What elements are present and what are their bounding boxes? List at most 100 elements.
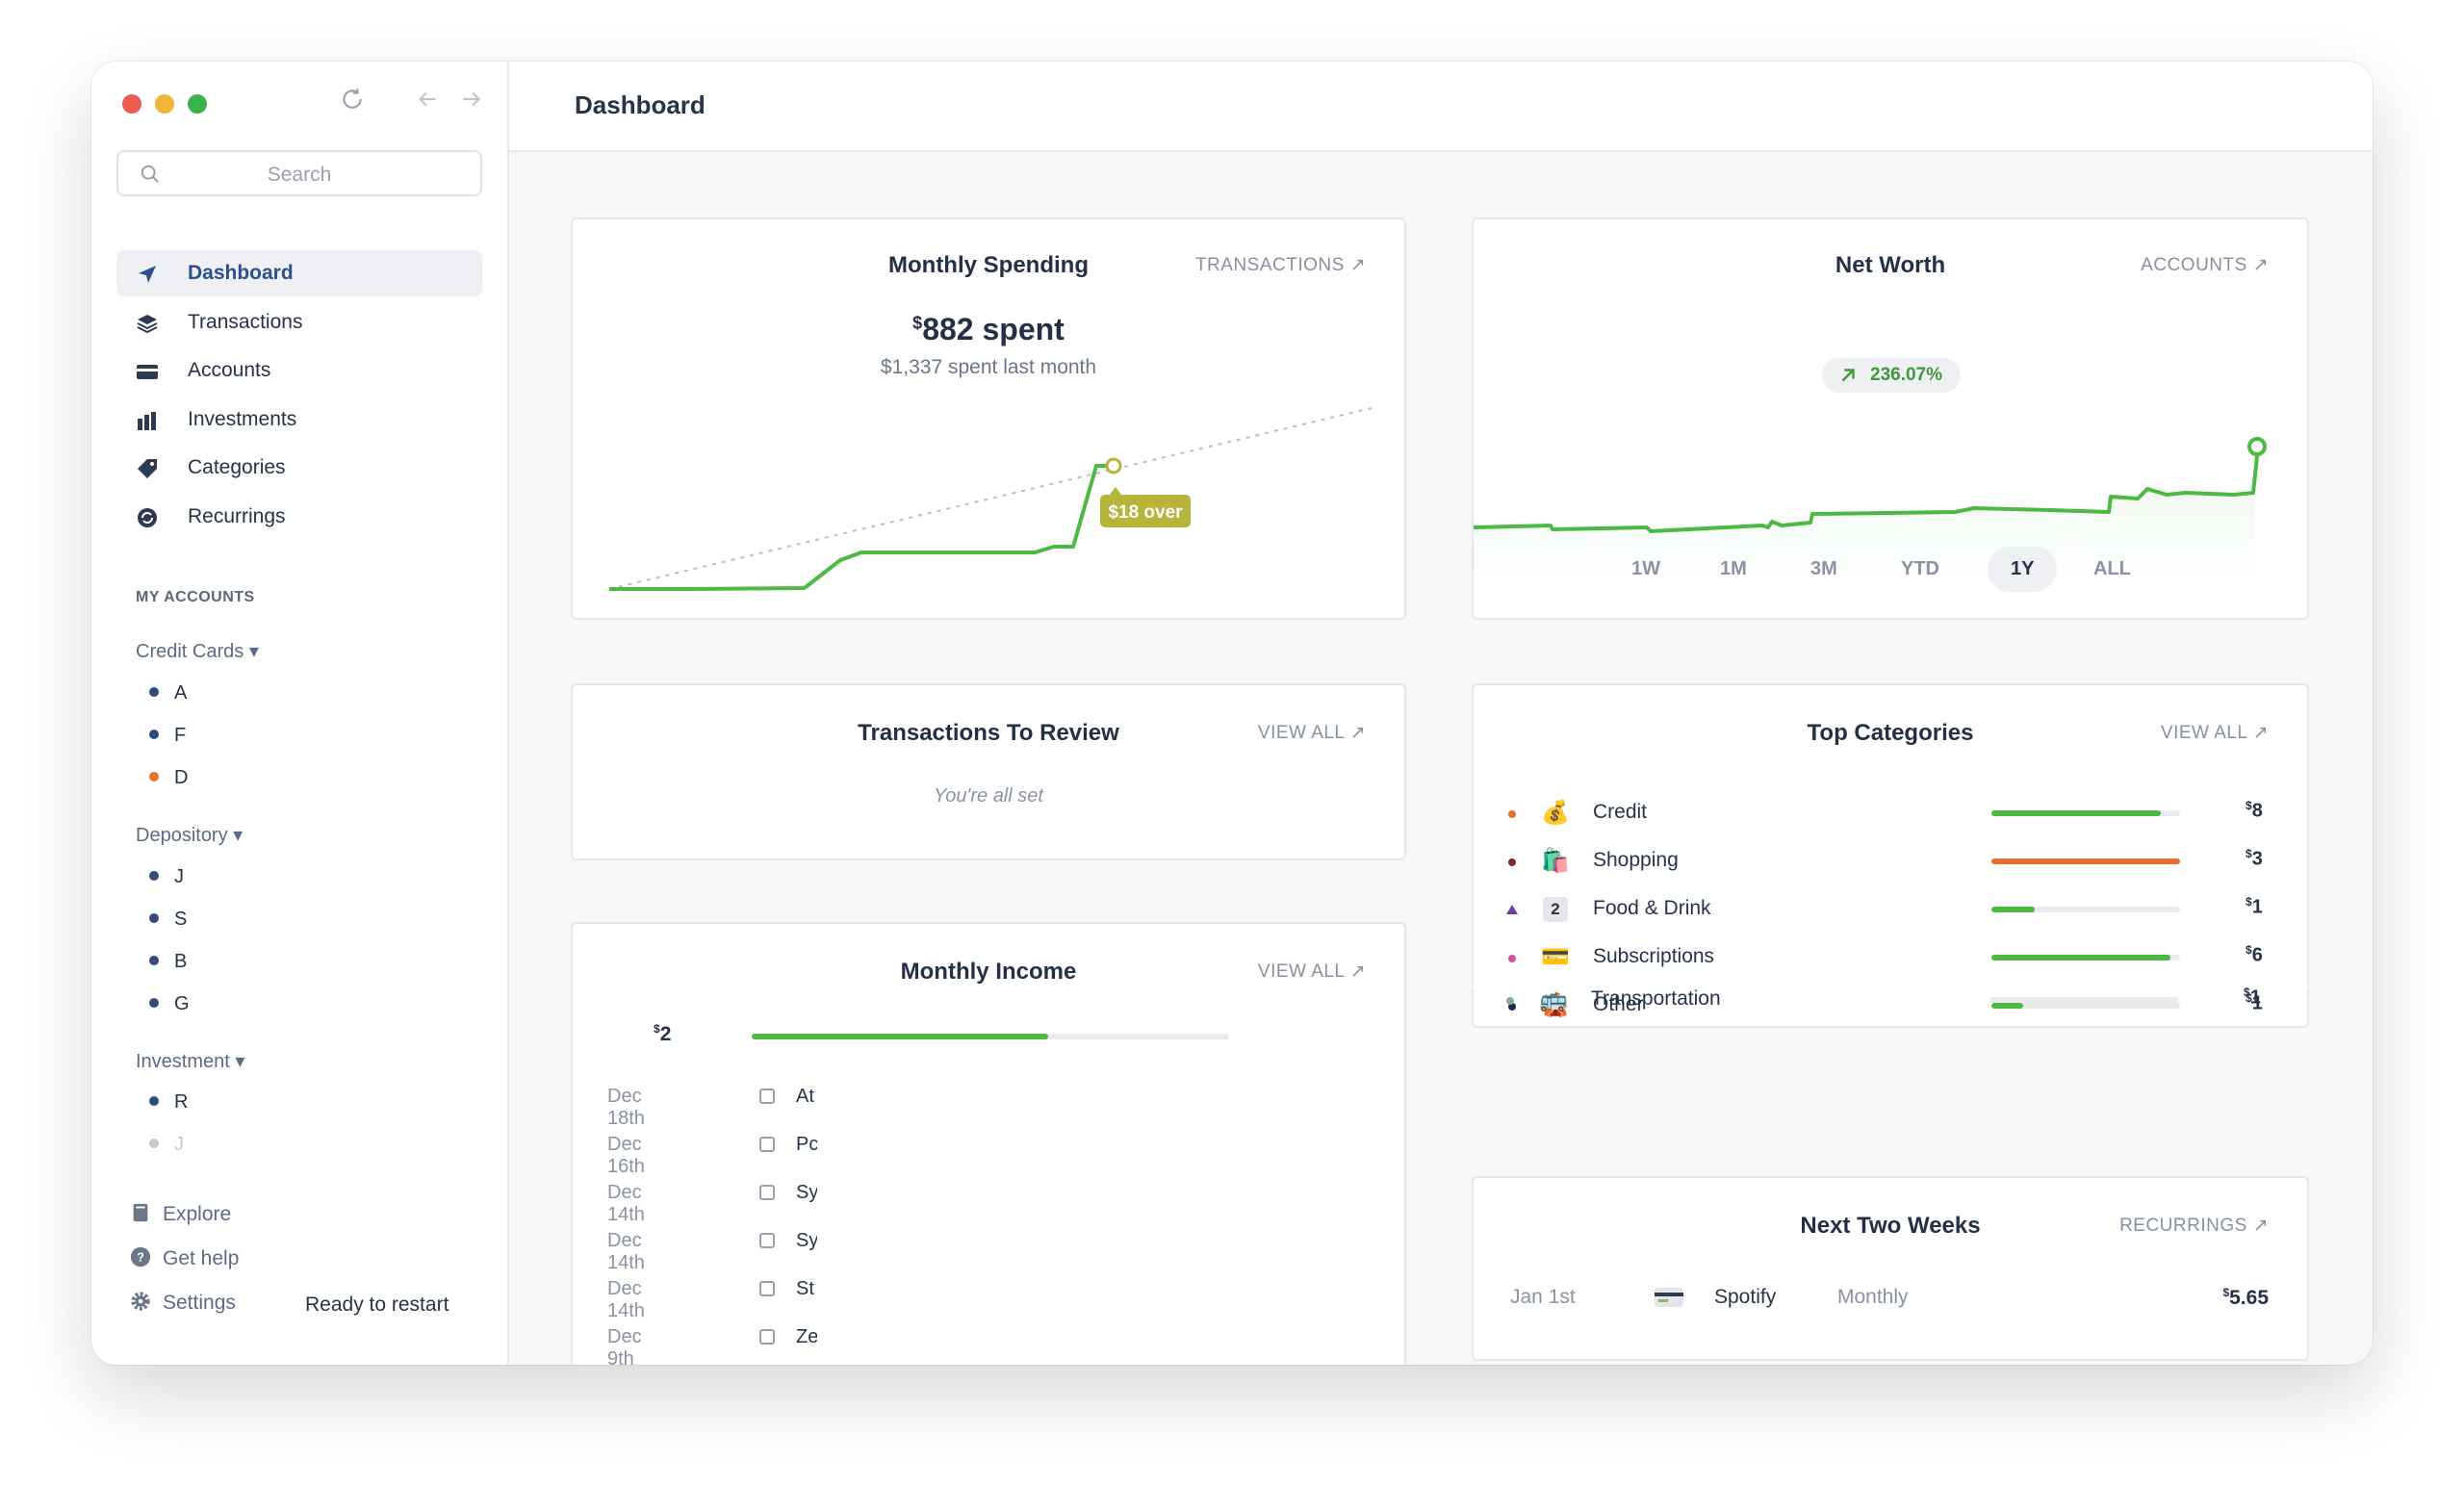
account-item[interactable]: B	[149, 951, 187, 973]
category-row-credit[interactable]: 💰 Credit $8	[1508, 797, 2269, 835]
income-name: St	[796, 1278, 814, 1299]
account-item[interactable]: S	[149, 909, 187, 931]
recurring-row[interactable]: Jan 1st Spotify Monthly $5.65	[1510, 1286, 2269, 1319]
refresh-icon[interactable]	[340, 87, 365, 118]
book-icon	[130, 1202, 151, 1223]
account-dot	[149, 687, 159, 697]
account-item[interactable]: G	[149, 993, 190, 1015]
income-progress-bar	[752, 1034, 1229, 1039]
sidebar-item-transactions[interactable]: Transactions	[116, 299, 482, 346]
group-depository[interactable]: Depository ▾	[136, 825, 244, 846]
current-point-marker	[1105, 457, 1122, 474]
account-name: J	[174, 866, 184, 887]
category-bar-fill	[1991, 955, 2171, 961]
account-item[interactable]: J	[149, 1134, 184, 1156]
income-name: Pc	[796, 1134, 817, 1155]
group-investment[interactable]: Investment ▾	[136, 1051, 245, 1072]
net-worth-change: 236.07%	[1870, 365, 1943, 385]
income-amount: $2	[654, 1022, 672, 1045]
gear-icon	[130, 1291, 151, 1312]
account-name: D	[174, 767, 189, 788]
sidebar-item-accounts[interactable]: Accounts	[116, 347, 482, 394]
search-icon	[140, 164, 161, 190]
income-name: Ze	[796, 1326, 817, 1347]
account-item[interactable]: D	[149, 767, 188, 789]
sidebar: Search Dashboard Transactions Accounts	[91, 62, 509, 1365]
category-amount-value: 1	[2251, 896, 2263, 918]
last-month-spent: $1,337 spent last month	[880, 356, 1097, 378]
account-dot	[149, 871, 159, 881]
category-row-other[interactable]: 🎪 Other $1	[1508, 989, 2269, 1028]
account-item[interactable]: J	[149, 866, 184, 888]
monthly-spending-title: Monthly Spending	[888, 252, 1089, 278]
account-dot	[149, 772, 159, 781]
account-name: R	[174, 1091, 189, 1113]
category-row-transportation[interactable]: 🚌 Transportation $1	[1506, 984, 2271, 1022]
timeframe-ytd[interactable]: YTD	[1901, 558, 1939, 579]
category-row-food-drink[interactable]: 2 Food & Drink $1	[1506, 893, 2269, 932]
category-row-shopping[interactable]: 🛍️ Shopping $3	[1508, 845, 2269, 884]
sidebar-item-label: Categories	[188, 456, 286, 478]
income-view-all-link[interactable]: VIEW ALL ↗	[1257, 961, 1366, 982]
category-triangle-marker	[1506, 905, 1518, 914]
card-icon	[1655, 1288, 1683, 1307]
sidebar-item-label: Transactions	[188, 310, 303, 333]
group-credit-cards[interactable]: Credit Cards ▾	[136, 641, 259, 662]
help-link[interactable]: ? Get help	[130, 1247, 239, 1270]
review-view-all-link[interactable]: VIEW ALL ↗	[1257, 723, 1366, 743]
timeframe-1w[interactable]: 1W	[1631, 558, 1660, 579]
explore-link[interactable]: Explore	[130, 1203, 231, 1226]
account-item[interactable]: A	[149, 682, 187, 705]
next-two-weeks-title: Next Two Weeks	[1800, 1213, 1981, 1239]
timeframe-1m[interactable]: 1M	[1720, 558, 1747, 579]
category-bar-fill	[1991, 907, 2036, 912]
spent-amount-value: 882 spent	[922, 312, 1065, 346]
account-name: A	[174, 682, 188, 704]
recurrings-link[interactable]: RECURRINGS ↗	[2119, 1216, 2269, 1236]
account-dot	[149, 998, 159, 1008]
next-two-weeks-card: Next Two Weeks RECURRINGS ↗ Jan 1st Spot…	[1472, 1176, 2309, 1361]
category-amount: $8	[2246, 799, 2263, 822]
monthly-income-card: Monthly Income VIEW ALL ↗ $2 Dec 18th At …	[571, 922, 1406, 1365]
category-bar	[1991, 955, 2180, 961]
search-input[interactable]: Search	[116, 150, 482, 196]
category-amount-value: 1	[2251, 992, 2263, 1014]
sidebar-item-categories[interactable]: Categories	[116, 445, 482, 491]
sidebar-item-investments[interactable]: Investments	[116, 397, 482, 443]
recurring-frequency: Monthly	[1837, 1286, 1909, 1308]
back-arrow-icon[interactable]	[415, 87, 440, 118]
note-icon	[759, 1233, 775, 1248]
category-label: Other	[1593, 993, 1644, 1015]
account-item[interactable]: F	[149, 725, 186, 747]
category-amount-value: 3	[2251, 848, 2263, 870]
forward-arrow-icon[interactable]	[459, 87, 484, 118]
category-label: Food & Drink	[1593, 897, 1711, 919]
top-categories-title: Top Categories	[1807, 720, 1974, 746]
accounts-link[interactable]: ACCOUNTS ↗	[2141, 255, 2269, 275]
income-date: Dec 18th	[607, 1086, 645, 1129]
circus-icon: 🎪	[1541, 992, 1570, 1018]
timeframe-3m[interactable]: 3M	[1810, 558, 1837, 579]
top-categories-view-all-link[interactable]: VIEW ALL ↗	[2160, 723, 2269, 743]
sidebar-item-dashboard[interactable]: Dashboard	[116, 250, 482, 296]
transactions-link[interactable]: TRANSACTIONS ↗	[1194, 255, 1366, 275]
svg-text:?: ?	[137, 1250, 144, 1265]
shopping-bags-icon: 🛍️	[1541, 848, 1570, 874]
category-amount-value: 6	[2251, 944, 2263, 966]
category-row-subscriptions[interactable]: 💳 Subscriptions $6	[1508, 941, 2269, 980]
timeframe-all[interactable]: ALL	[2093, 558, 2131, 579]
income-progress-fill	[752, 1034, 1048, 1039]
timeframe-1y[interactable]: 1Y	[1988, 547, 2058, 592]
monthly-income-title: Monthly Income	[900, 959, 1077, 985]
maximize-window-button[interactable]	[188, 94, 207, 114]
sidebar-item-recurrings[interactable]: Recurrings	[116, 494, 482, 540]
settings-link[interactable]: Settings	[130, 1292, 236, 1315]
close-window-button[interactable]	[122, 94, 141, 114]
spent-amount: $882 spent	[573, 312, 1404, 347]
category-bar-fill	[1991, 810, 2162, 816]
minimize-window-button[interactable]	[155, 94, 174, 114]
account-item[interactable]: R	[149, 1091, 188, 1114]
update-status[interactable]: Ready to restart	[305, 1294, 449, 1316]
spending-chart: $18 over	[608, 407, 1373, 591]
category-bar-fill	[1991, 858, 2180, 864]
